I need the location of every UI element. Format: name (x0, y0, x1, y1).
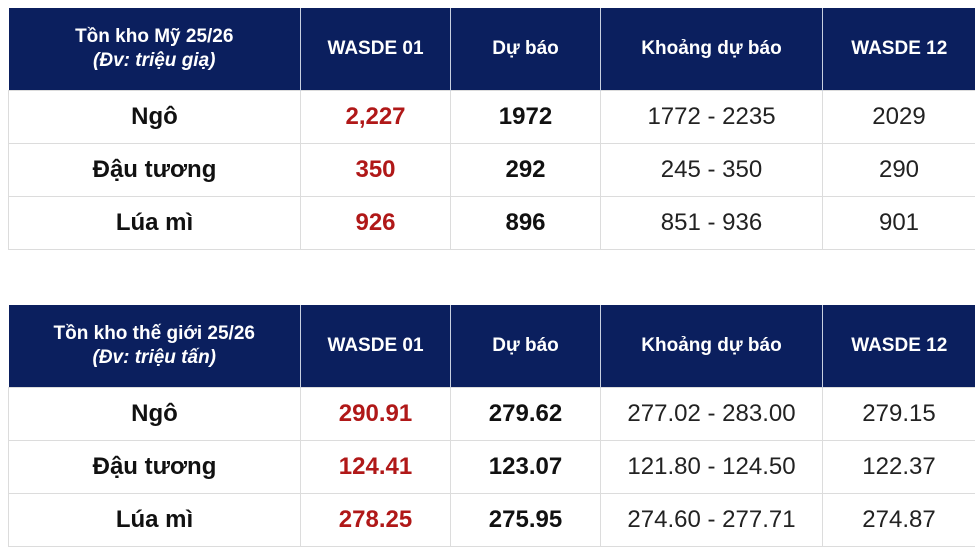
commodity-name: Ngô (8, 387, 301, 441)
wasde01-value: 350 (300, 143, 451, 197)
table-row: Ngô 290.91 279.62 277.02 - 283.00 279.15 (8, 387, 975, 441)
title-text: Tồn kho Mỹ 25/26 (75, 26, 234, 47)
column-header: Khoảng dự báo (600, 8, 823, 91)
column-header: WASDE 01 (300, 305, 451, 388)
forecast-value: 292 (450, 143, 601, 197)
forecast-value: 896 (450, 196, 601, 250)
table-row: Ngô 2,227 1972 1772 - 2235 2029 (8, 90, 975, 144)
world-stocks-table: Tồn kho thế giới 25/26 (Đv: triệu tấn) WAS… (8, 305, 975, 547)
wasde12-value: 290 (822, 143, 975, 197)
table-row: Đậu tương 124.41 123.07 121.80 - 124.50 … (8, 440, 975, 494)
forecast-value: 123.07 (450, 440, 601, 494)
column-header: Dự báo (450, 305, 601, 388)
wasde12-value: 279.15 (822, 387, 975, 441)
forecast-value: 1972 (450, 90, 601, 144)
unit-text: (Đv: triệu giạ) (93, 50, 216, 71)
wasde01-value: 926 (300, 196, 451, 250)
wasde12-value: 122.37 (822, 440, 975, 494)
wasde01-value: 278.25 (300, 493, 451, 547)
us-stocks-table: Tồn kho Mỹ 25/26 (Đv: triệu giạ) WASDE 01 D… (8, 8, 975, 250)
forecast-range: 121.80 - 124.50 (600, 440, 823, 494)
wasde12-value: 274.87 (822, 493, 975, 547)
title-text: Tồn kho thế giới 25/26 (53, 323, 255, 344)
forecast-range: 1772 - 2235 (600, 90, 823, 144)
header-row: Tồn kho thế giới 25/26 (Đv: triệu tấn) WAS… (8, 305, 975, 388)
forecast-value: 275.95 (450, 493, 601, 547)
unit-text: (Đv: triệu tấn) (92, 347, 217, 368)
wasde12-value: 2029 (822, 90, 975, 144)
forecast-range: 851 - 936 (600, 196, 823, 250)
column-header: Khoảng dự báo (600, 305, 823, 388)
forecast-range: 274.60 - 277.71 (600, 493, 823, 547)
commodity-name: Ngô (8, 90, 301, 144)
forecast-value: 279.62 (450, 387, 601, 441)
commodity-name: Lúa mì (8, 196, 301, 250)
wasde12-value: 901 (822, 196, 975, 250)
column-header: WASDE 01 (300, 8, 451, 91)
table-title: Tồn kho Mỹ 25/26 (Đv: triệu giạ) (8, 8, 301, 91)
commodity-name: Đậu tương (8, 440, 301, 494)
table-row: Đậu tương 350 292 245 - 350 290 (8, 143, 975, 197)
wasde01-value: 2,227 (300, 90, 451, 144)
column-header: WASDE 12 (822, 8, 975, 91)
wasde01-value: 124.41 (300, 440, 451, 494)
header-row: Tồn kho Mỹ 25/26 (Đv: triệu giạ) WASDE 01 D… (8, 8, 975, 91)
forecast-range: 277.02 - 283.00 (600, 387, 823, 441)
column-header: WASDE 12 (822, 305, 975, 388)
table-row: Lúa mì 278.25 275.95 274.60 - 277.71 274… (8, 493, 975, 547)
forecast-range: 245 - 350 (600, 143, 823, 197)
table-row: Lúa mì 926 896 851 - 936 901 (8, 196, 975, 250)
wasde01-value: 290.91 (300, 387, 451, 441)
column-header: Dự báo (450, 8, 601, 91)
commodity-name: Đậu tương (8, 143, 301, 197)
table-title: Tồn kho thế giới 25/26 (Đv: triệu tấn) (8, 305, 301, 388)
commodity-name: Lúa mì (8, 493, 301, 547)
